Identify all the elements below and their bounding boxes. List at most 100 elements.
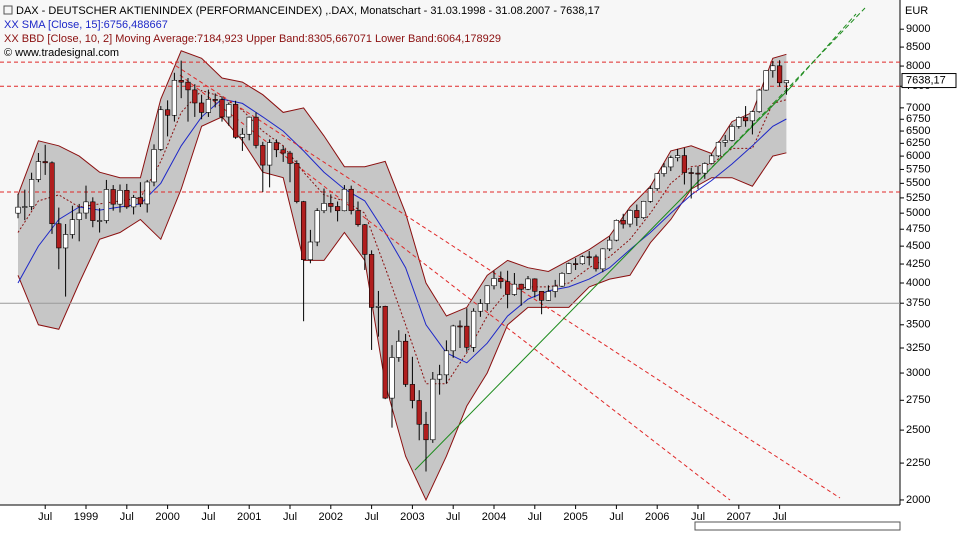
- candle-body: [185, 81, 191, 91]
- candle-body: [545, 291, 551, 301]
- candle-body: [572, 263, 579, 265]
- candle-body: [219, 99, 225, 118]
- candle-body: [300, 201, 307, 261]
- candle-body: [328, 203, 334, 207]
- candle-body: [443, 350, 450, 376]
- candle-body: [192, 89, 198, 104]
- scrollbar[interactable]: [694, 521, 901, 531]
- candle-body: [491, 278, 497, 287]
- candle-body: [239, 133, 246, 138]
- candle-body: [708, 155, 715, 164]
- x-tick-label: 2003: [400, 511, 424, 523]
- candle-body: [525, 278, 531, 290]
- candle-body: [450, 325, 456, 352]
- candle-body: [15, 206, 21, 214]
- header-icon: [3, 5, 13, 15]
- x-tick-label: 2005: [563, 511, 587, 523]
- candle-body: [661, 166, 667, 174]
- x-tick-label: Jul: [283, 511, 297, 523]
- candle-body: [97, 220, 103, 222]
- trendline: [789, 13, 857, 89]
- candle-body: [586, 256, 592, 259]
- y-tick-label: 2000: [906, 494, 930, 506]
- x-tick-label: Jul: [609, 511, 623, 523]
- x-tick-label: Jul: [528, 511, 542, 523]
- y-unit: EUR: [905, 5, 928, 17]
- candle-body: [90, 201, 96, 221]
- candle-body: [606, 239, 613, 250]
- candle-body: [375, 306, 382, 308]
- candle-body: [382, 306, 388, 399]
- axes-layer: 2000 2250 2500 2750 3000 3250 3500 3750 4000 4250…: [38, 23, 957, 523]
- candle-body: [62, 234, 69, 249]
- candle-body: [212, 99, 218, 101]
- x-tick-label: 2007: [727, 511, 751, 523]
- candle-body: [722, 140, 728, 143]
- y-tick-label: 8000: [906, 60, 930, 72]
- y-tick-label: 4250: [906, 258, 930, 270]
- lower-band: [17, 116, 787, 502]
- y-tick-label: 6750: [906, 113, 930, 125]
- candle-body: [436, 374, 443, 380]
- band-fill: [18, 50, 787, 501]
- upper-band: [17, 50, 787, 317]
- candle-body: [341, 188, 348, 212]
- header: DAX - DEUTSCHER AKTIENINDEX (PERFORMANCE…: [3, 5, 600, 59]
- y-tick-label: 3500: [906, 319, 930, 331]
- candle-body: [579, 256, 585, 265]
- candle-body: [69, 219, 75, 235]
- y-tick-label: 3250: [906, 342, 930, 354]
- candle-body: [178, 80, 184, 83]
- candle-body: [389, 357, 395, 399]
- y-tick-label: 2500: [906, 424, 930, 436]
- x-tick-label: 1999: [74, 511, 98, 523]
- candle-body: [409, 384, 416, 401]
- candle-body: [423, 423, 429, 441]
- candle-body: [654, 173, 660, 189]
- y-tick-label: 9000: [906, 23, 930, 35]
- candle-body: [484, 285, 490, 304]
- candle-body: [504, 281, 511, 295]
- candle-body: [736, 117, 742, 127]
- candle-body: [457, 325, 463, 328]
- y-tick-label: 5500: [906, 177, 930, 189]
- legend-entry: XX BBD [Close, 10, 2] Moving Average:718…: [4, 33, 501, 45]
- candle-body: [742, 117, 749, 122]
- candle-body: [205, 99, 212, 113]
- candle-body: [266, 142, 273, 166]
- y-tick-label: 5750: [906, 163, 930, 175]
- candle-body: [273, 142, 280, 151]
- candle-body: [640, 201, 647, 218]
- y-tick-label: 6000: [906, 150, 930, 162]
- candle-body: [776, 65, 783, 84]
- candle-body: [246, 116, 252, 135]
- candle-body: [253, 116, 259, 146]
- candle-body: [76, 212, 82, 220]
- candles-layer: [15, 60, 789, 472]
- candle-body: [511, 283, 517, 295]
- x-tick-label: 2000: [155, 511, 179, 523]
- candle-body: [538, 291, 545, 301]
- candle-body: [321, 203, 327, 211]
- candle-body: [42, 161, 48, 164]
- candle-body: [28, 179, 35, 207]
- x-tick-label: Jul: [773, 511, 787, 523]
- candle-body: [158, 109, 164, 150]
- candle-body: [49, 162, 55, 225]
- candle-body: [314, 210, 320, 243]
- candle-body: [294, 163, 300, 202]
- candle-body: [137, 197, 144, 205]
- candle-body: [83, 201, 89, 214]
- candle-body: [226, 104, 232, 118]
- candle-body: [729, 126, 735, 141]
- candle-body: [627, 210, 633, 225]
- candle-body: [559, 272, 565, 287]
- candle-body: [470, 310, 477, 348]
- candle-body: [647, 188, 653, 202]
- candle-body: [715, 142, 721, 157]
- chart-title: DAX - DEUTSCHER AKTIENINDEX (PERFORMANCE…: [16, 5, 600, 17]
- x-tick-label: Jul: [365, 511, 379, 523]
- candle-body: [287, 152, 293, 164]
- candle-body: [307, 241, 314, 261]
